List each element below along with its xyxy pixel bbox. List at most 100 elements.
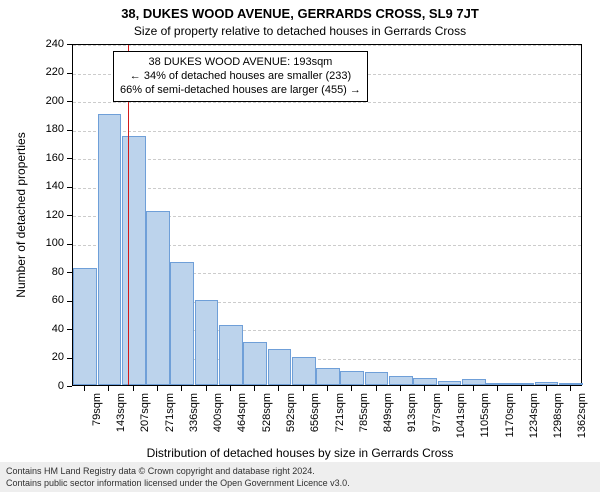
histogram-bar xyxy=(462,379,486,385)
x-tick-mark xyxy=(351,386,352,391)
annotation-line-1: 38 DUKES WOOD AVENUE: 193sqm xyxy=(120,56,361,70)
y-tick-label: 0 xyxy=(30,380,64,392)
annotation-box: 38 DUKES WOOD AVENUE: 193sqm ← 34% of de… xyxy=(113,51,368,102)
y-tick-label: 120 xyxy=(30,209,64,221)
grid-line xyxy=(73,159,581,160)
histogram-bar xyxy=(268,349,292,385)
x-tick-label: 913sqm xyxy=(406,393,418,449)
plot-area: 38 DUKES WOOD AVENUE: 193sqm ← 34% of de… xyxy=(72,44,582,386)
x-tick-label: 1105sqm xyxy=(479,393,491,449)
x-tick-mark xyxy=(448,386,449,391)
histogram-bar xyxy=(219,325,243,385)
x-tick-mark xyxy=(133,386,134,391)
y-tick-mark xyxy=(67,187,72,188)
x-tick-mark xyxy=(497,386,498,391)
x-tick-mark xyxy=(473,386,474,391)
x-tick-mark xyxy=(424,386,425,391)
histogram-bar xyxy=(510,383,534,385)
grid-line xyxy=(73,188,581,189)
x-tick-label: 1234sqm xyxy=(528,393,540,449)
y-tick-label: 160 xyxy=(30,152,64,164)
y-tick-mark xyxy=(67,272,72,273)
y-tick-mark xyxy=(67,73,72,74)
grid-line xyxy=(73,131,581,132)
x-tick-mark xyxy=(84,386,85,391)
histogram-bar xyxy=(438,381,462,385)
histogram-bar xyxy=(170,262,194,385)
x-tick-label: 464sqm xyxy=(236,393,248,449)
x-tick-label: 1041sqm xyxy=(455,393,467,449)
x-tick-mark xyxy=(303,386,304,391)
histogram-bar xyxy=(122,136,146,385)
y-tick-label: 100 xyxy=(30,237,64,249)
histogram-bar xyxy=(98,114,122,385)
y-tick-label: 80 xyxy=(30,266,64,278)
x-tick-label: 336sqm xyxy=(188,393,200,449)
histogram-bar xyxy=(340,371,364,385)
y-tick-mark xyxy=(67,244,72,245)
x-tick-label: 656sqm xyxy=(309,393,321,449)
x-tick-label: 592sqm xyxy=(285,393,297,449)
annotation-line-2: ← 34% of detached houses are smaller (23… xyxy=(120,70,361,84)
x-tick-mark xyxy=(400,386,401,391)
y-tick-label: 60 xyxy=(30,294,64,306)
x-tick-label: 143sqm xyxy=(115,393,127,449)
y-tick-mark xyxy=(67,130,72,131)
y-tick-mark xyxy=(67,329,72,330)
x-tick-label: 79sqm xyxy=(91,393,103,449)
y-tick-label: 140 xyxy=(30,180,64,192)
chart-subtitle: Size of property relative to detached ho… xyxy=(0,24,600,38)
histogram-bar xyxy=(413,378,437,385)
histogram-bar xyxy=(365,372,389,385)
x-tick-label: 1170sqm xyxy=(504,393,516,449)
x-tick-mark xyxy=(570,386,571,391)
x-tick-mark xyxy=(327,386,328,391)
x-tick-mark xyxy=(157,386,158,391)
x-tick-mark xyxy=(206,386,207,391)
footer: Contains HM Land Registry data © Crown c… xyxy=(0,462,600,492)
histogram-bar xyxy=(73,268,97,385)
histogram-bar xyxy=(243,342,267,385)
grid-line xyxy=(73,45,581,46)
x-tick-label: 1298sqm xyxy=(552,393,564,449)
y-tick-label: 40 xyxy=(30,323,64,335)
histogram-bar xyxy=(292,357,316,386)
y-tick-label: 220 xyxy=(30,66,64,78)
x-tick-label: 849sqm xyxy=(382,393,394,449)
x-tick-mark xyxy=(521,386,522,391)
y-tick-mark xyxy=(67,358,72,359)
y-tick-label: 180 xyxy=(30,123,64,135)
x-tick-label: 977sqm xyxy=(431,393,443,449)
y-tick-mark xyxy=(67,215,72,216)
histogram-bar xyxy=(559,383,583,385)
x-tick-label: 528sqm xyxy=(261,393,273,449)
x-tick-label: 400sqm xyxy=(212,393,224,449)
y-tick-label: 200 xyxy=(30,95,64,107)
histogram-bar xyxy=(389,376,413,385)
x-tick-label: 207sqm xyxy=(139,393,151,449)
histogram-bar xyxy=(486,383,510,385)
chart-title: 38, DUKES WOOD AVENUE, GERRARDS CROSS, S… xyxy=(0,6,600,21)
y-tick-mark xyxy=(67,101,72,102)
x-tick-label: 271sqm xyxy=(164,393,176,449)
chart-container: { "title": { "text": "38, DUKES WOOD AVE… xyxy=(0,0,600,500)
x-tick-label: 1362sqm xyxy=(576,393,588,449)
x-tick-mark xyxy=(108,386,109,391)
y-tick-label: 240 xyxy=(30,38,64,50)
y-tick-mark xyxy=(67,301,72,302)
x-tick-mark xyxy=(230,386,231,391)
histogram-bar xyxy=(195,300,219,386)
histogram-bar xyxy=(535,382,559,385)
y-tick-mark xyxy=(67,44,72,45)
x-tick-label: 721sqm xyxy=(334,393,346,449)
y-tick-mark xyxy=(67,158,72,159)
x-tick-mark xyxy=(546,386,547,391)
x-tick-mark xyxy=(181,386,182,391)
y-tick-label: 20 xyxy=(30,351,64,363)
x-tick-mark xyxy=(278,386,279,391)
histogram-bar xyxy=(146,211,170,385)
x-tick-mark xyxy=(376,386,377,391)
x-tick-label: 785sqm xyxy=(358,393,370,449)
histogram-bar xyxy=(316,368,340,385)
x-tick-mark xyxy=(254,386,255,391)
